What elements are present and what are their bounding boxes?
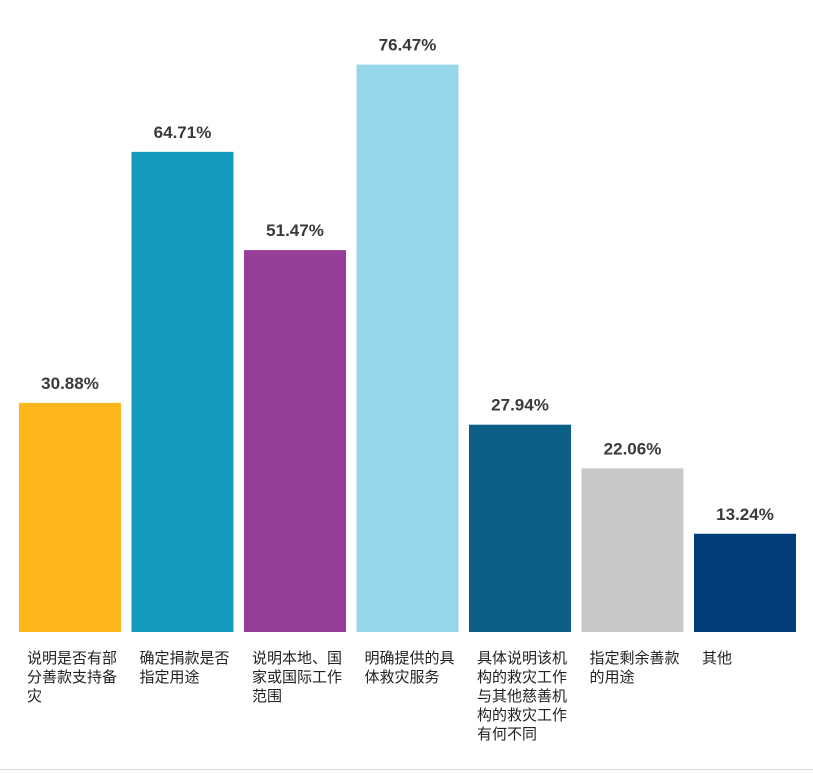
category-label-7: 其他 [702, 649, 733, 667]
value-label-3: 51.47% [266, 221, 324, 240]
category-label-6: 指定剩余善款的用途 [589, 649, 680, 686]
category-label-5: 具体说明该机构的救灾工作与其他慈善机构的救灾工作有何不同 [477, 649, 568, 743]
bar-6 [581, 468, 684, 632]
value-label-2: 64.71% [154, 123, 212, 142]
value-label-1: 30.88% [41, 374, 99, 393]
value-label-4: 76.47% [379, 36, 437, 55]
category-label-4: 明确提供的具体救灾服务 [364, 649, 455, 686]
category-label-3: 说明本地、国家或国际工作范围 [252, 649, 343, 705]
bar-2 [131, 151, 234, 632]
value-label-6: 22.06% [604, 439, 662, 458]
category-label-2: 确定捐款是否指定用途 [139, 649, 230, 686]
bar-3 [244, 250, 346, 633]
value-label-7: 13.24% [716, 505, 774, 524]
value-label-5: 27.94% [491, 396, 549, 415]
category-label-1: 说明是否有部分善款支持备灾 [27, 649, 118, 705]
bar-7 [694, 533, 796, 632]
bar-5 [469, 424, 571, 632]
bar-4 [356, 64, 459, 633]
chart-baseline [0, 769, 813, 770]
bar-1 [19, 402, 121, 632]
